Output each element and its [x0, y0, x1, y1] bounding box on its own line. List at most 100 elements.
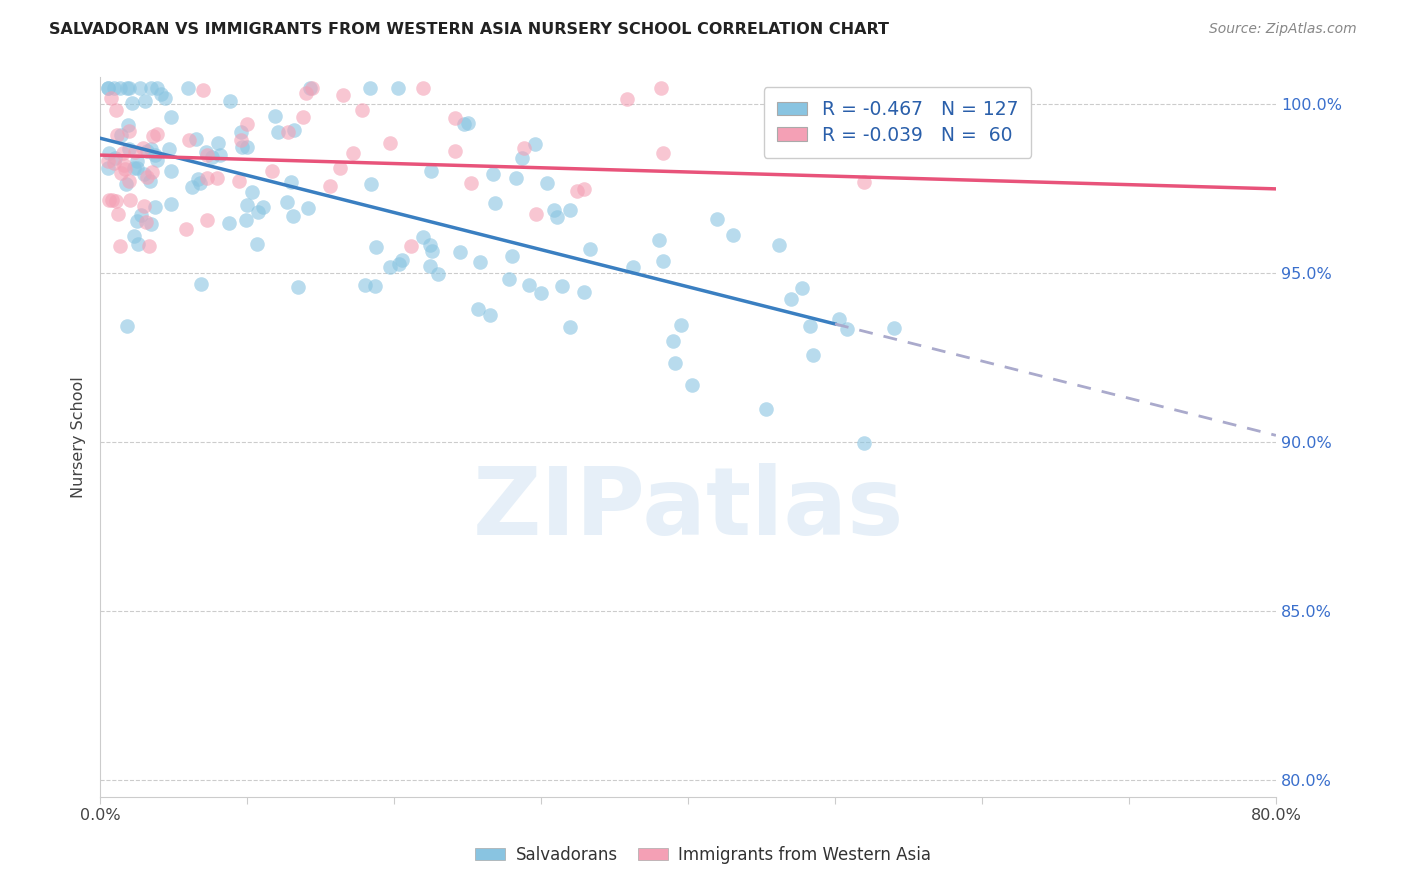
Point: [139, 217, 162, 231]
Point: [287, 280, 309, 294]
Point: [460, 176, 482, 190]
Point: [512, 151, 534, 165]
Point: [114, 162, 136, 177]
Point: [252, 200, 274, 214]
Point: [146, 153, 169, 167]
Point: [387, 257, 409, 271]
Point: [121, 96, 143, 111]
Point: [125, 161, 148, 175]
Point: [97, 80, 120, 95]
Point: [363, 278, 385, 293]
Point: [153, 91, 176, 105]
Point: [332, 88, 354, 103]
Point: [669, 318, 692, 332]
Point: [551, 279, 574, 293]
Point: [231, 140, 253, 154]
Point: [150, 87, 173, 101]
Point: [125, 154, 148, 169]
Point: [174, 222, 197, 236]
Point: [136, 169, 159, 184]
Point: [187, 172, 209, 186]
Point: [219, 94, 242, 108]
Point: [419, 237, 441, 252]
Point: [449, 244, 471, 259]
Point: [652, 146, 675, 161]
Point: [291, 110, 314, 124]
Point: [240, 185, 263, 199]
Point: [546, 211, 568, 225]
Point: [127, 237, 149, 252]
Point: [501, 249, 523, 263]
Point: [543, 202, 565, 217]
Point: [125, 214, 148, 228]
Point: [105, 128, 128, 142]
Point: [574, 182, 596, 196]
Point: [100, 90, 122, 104]
Point: [412, 80, 434, 95]
Point: [236, 117, 259, 131]
Point: [195, 148, 218, 162]
Point: [505, 171, 527, 186]
Point: [281, 209, 304, 223]
Point: [301, 80, 323, 95]
Point: [484, 196, 506, 211]
Point: [105, 103, 128, 118]
Point: [218, 216, 240, 230]
Point: [139, 80, 162, 95]
Point: [565, 184, 588, 198]
Point: [184, 132, 207, 146]
Point: [378, 260, 401, 274]
Point: [530, 285, 553, 300]
Point: [803, 347, 825, 361]
Point: [536, 177, 558, 191]
Legend: R = -0.467   N = 127, R = -0.039   N =  60: R = -0.467 N = 127, R = -0.039 N = 60: [763, 87, 1032, 158]
Point: [179, 133, 201, 147]
Text: Source: ZipAtlas.com: Source: ZipAtlas.com: [1209, 22, 1357, 37]
Point: [142, 129, 165, 144]
Point: [132, 167, 155, 181]
Point: [359, 80, 381, 95]
Legend: Salvadorans, Immigrants from Western Asia: Salvadorans, Immigrants from Western Asi…: [468, 839, 938, 871]
Point: [134, 94, 156, 108]
Point: [828, 311, 851, 326]
Point: [135, 145, 157, 159]
Y-axis label: Nursery School: Nursery School: [72, 376, 86, 498]
Point: [299, 80, 322, 95]
Point: [231, 125, 253, 139]
Point: [779, 292, 801, 306]
Point: [387, 80, 409, 95]
Point: [427, 267, 450, 281]
Point: [853, 435, 876, 450]
Point: [229, 133, 252, 147]
Point: [706, 211, 728, 226]
Point: [124, 161, 146, 176]
Point: [444, 144, 467, 158]
Point: [768, 237, 790, 252]
Point: [524, 207, 547, 221]
Point: [139, 142, 162, 156]
Point: [853, 175, 876, 189]
Point: [157, 142, 180, 156]
Point: [141, 164, 163, 178]
Point: [420, 244, 443, 259]
Point: [228, 174, 250, 188]
Point: [112, 158, 135, 172]
Point: [103, 80, 125, 95]
Point: [621, 260, 644, 274]
Text: SALVADORAN VS IMMIGRANTS FROM WESTERN ASIA NURSERY SCHOOL CORRELATION CHART: SALVADORAN VS IMMIGRANTS FROM WESTERN AS…: [49, 22, 889, 37]
Point: [297, 201, 319, 215]
Point: [103, 156, 125, 170]
Point: [260, 164, 283, 178]
Point: [457, 116, 479, 130]
Point: [799, 318, 821, 333]
Point: [111, 146, 134, 161]
Point: [115, 319, 138, 334]
Point: [267, 125, 290, 139]
Point: [118, 80, 141, 95]
Point: [124, 145, 146, 160]
Point: [574, 285, 596, 300]
Point: [280, 176, 302, 190]
Point: [498, 271, 520, 285]
Point: [664, 356, 686, 370]
Point: [139, 174, 162, 188]
